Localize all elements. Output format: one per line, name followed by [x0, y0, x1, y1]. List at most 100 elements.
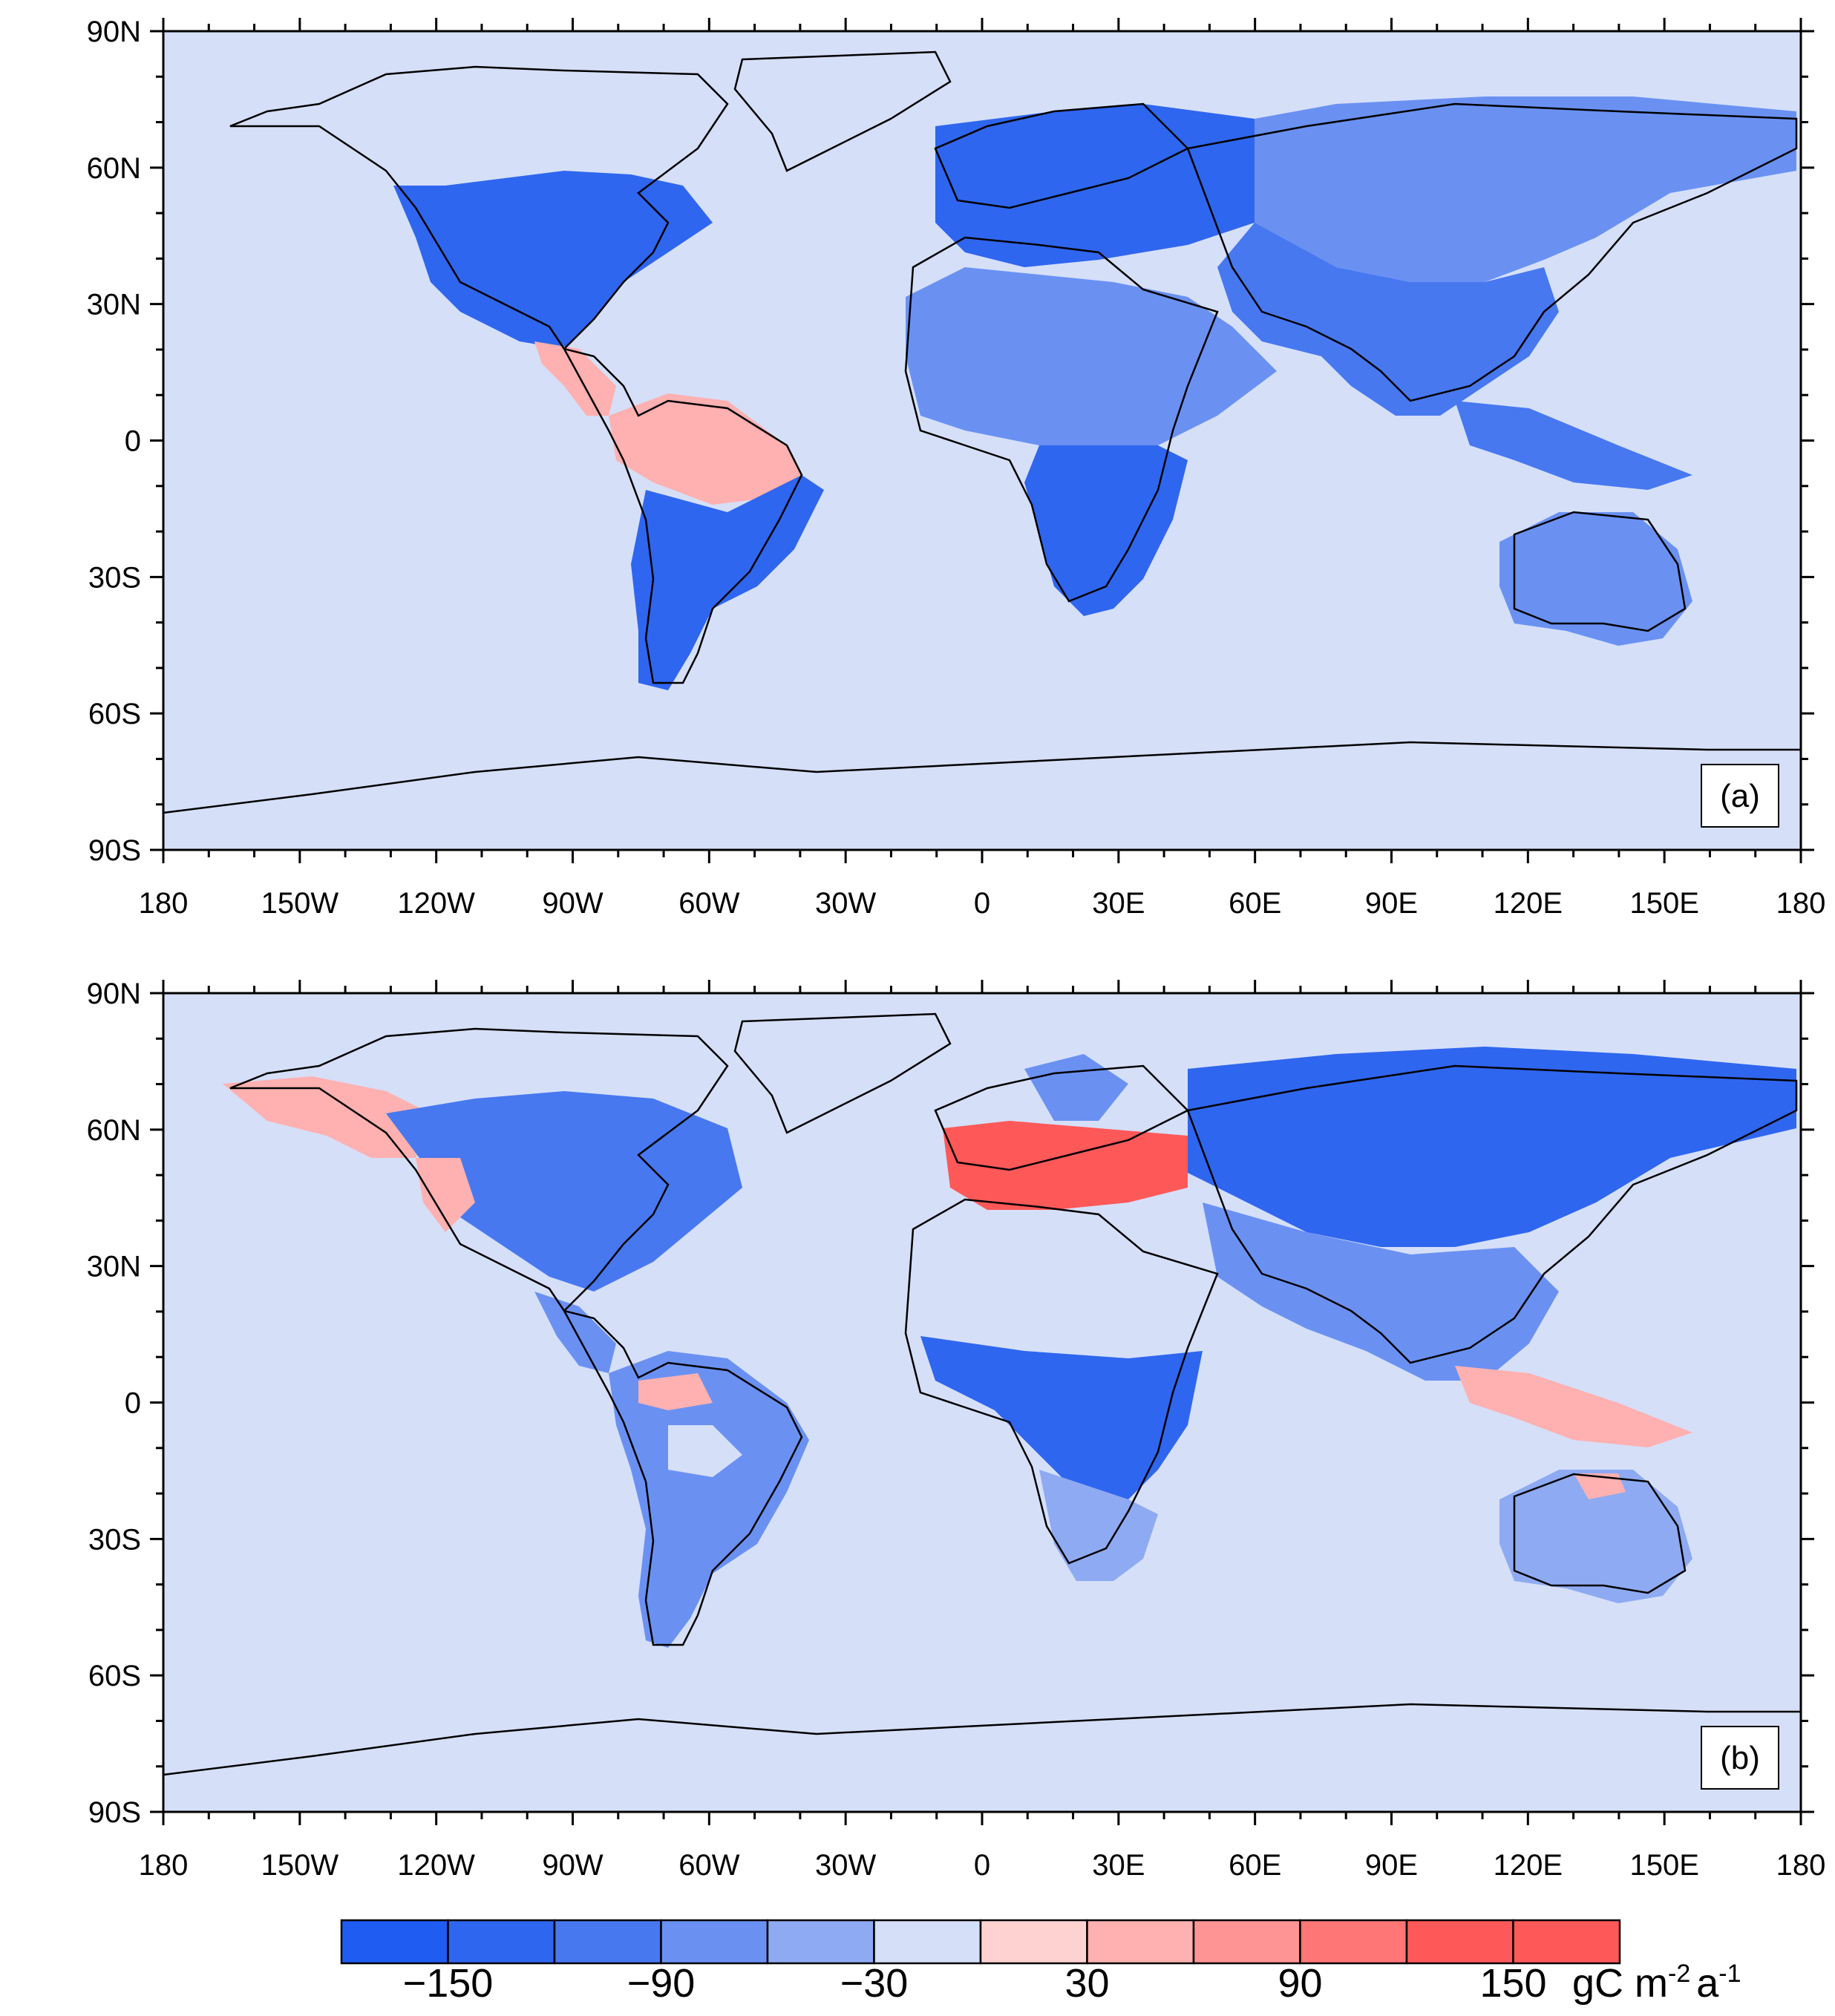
colorbar-box: [766, 1919, 875, 1965]
axis-a-lon-label: 90W: [542, 887, 603, 920]
panel-a-tag-text: (a): [1720, 778, 1760, 814]
colorbar-unit-mid: a: [1696, 1961, 1719, 2006]
colorbar: −150 −90 −30 30 90 150 gC m-2 a-1: [340, 1919, 1741, 2006]
map-a-region-central-asia: [1217, 223, 1559, 416]
colorbar-tick-label: 90: [1278, 1961, 1322, 2006]
map-b-region-indonesia: [1455, 1366, 1692, 1447]
colorbar-boxes: [340, 1919, 1621, 1965]
axis-b-lon-label: 30E: [1092, 1849, 1145, 1882]
axis-a-lat-label: 90N: [87, 16, 141, 48]
axis-a-lon-label: 150E: [1629, 887, 1698, 920]
axis-a-lat-label: 90S: [88, 834, 141, 867]
axis-a-lon-label: 30E: [1092, 887, 1145, 920]
map-a-region-south-america-south: [631, 475, 824, 690]
map-b-region-australia: [1499, 1470, 1692, 1603]
colorbar-tick-label: 30: [1064, 1961, 1109, 2006]
panel-b-tag-text: (b): [1720, 1740, 1760, 1776]
panel-b-tag: (b): [1701, 1726, 1779, 1790]
colorbar-box: [1512, 1919, 1621, 1965]
axis-b-lat-label: 30N: [87, 1251, 141, 1283]
map-b-region-australia-north-warm: [1574, 1473, 1626, 1499]
map-a-region-australia: [1499, 512, 1692, 646]
colorbar-unit: gC m-2 a-1: [1572, 1960, 1741, 2006]
map-a-region-north-america: [393, 171, 713, 349]
axis-b-lon-label: 30W: [815, 1849, 876, 1882]
axis-a-lon-label: 60E: [1229, 887, 1281, 920]
map-b-coastlines: [163, 1012, 1801, 1776]
axis-b-lat-label: 60S: [88, 1660, 141, 1692]
map-a-coastlines: [163, 50, 1801, 814]
axis-b-lon-label: 150W: [261, 1849, 339, 1882]
axis-a-lat-label: 60S: [88, 698, 141, 730]
colorbar-unit-exp2: -1: [1718, 1960, 1741, 1988]
map-b-region-siberia: [1188, 1047, 1796, 1247]
axis-b-lon-label: 60W: [678, 1849, 739, 1882]
axis-b-lon-label: 90E: [1365, 1849, 1418, 1882]
colorbar-box: [1405, 1919, 1514, 1965]
axis-b-lon-label: 150E: [1629, 1849, 1698, 1882]
map-panel-b: (b) 90N 60N 30N 0 30S 60S 90S 180 150W 120W 90W 60W…: [87, 978, 1826, 1882]
map-b-region-north-america: [386, 1091, 742, 1292]
axis-b-lon-label: 180: [1776, 1849, 1826, 1882]
axis-a-lon-label: 150W: [261, 887, 339, 920]
map-a-regions: [163, 50, 1801, 814]
axis-b-lon-label: 120E: [1494, 1849, 1563, 1882]
axis-b-lon-label: 90W: [542, 1849, 603, 1882]
axis-a-lat-label: 30N: [87, 289, 141, 321]
map-a-region-northern-eurasia: [1255, 96, 1796, 282]
axis-b-lat-label: 60N: [87, 1114, 141, 1147]
map-a-region-south-africa: [1024, 445, 1188, 616]
map-a-region-amazon: [609, 393, 802, 505]
map-b-region-central-africa: [920, 1336, 1203, 1499]
colorbar-box: [447, 1919, 556, 1965]
map-a-region-se-asia: [1455, 401, 1692, 490]
axis-b-lat-label: 30S: [88, 1523, 141, 1556]
colorbar-box: [660, 1919, 769, 1965]
colorbar-box: [979, 1919, 1088, 1965]
map-b-region-nw-america-warm: [416, 1158, 475, 1232]
colorbar-tick-label: 150: [1479, 1961, 1546, 2006]
axes-a: 90N 60N 30N 0 30S 60S 90S 180 150W 120W 90W 60W 30W 0…: [87, 16, 1826, 920]
panel-a-tag: (a): [1701, 764, 1779, 828]
axes-b: 90N 60N 30N 0 30S 60S 90S 180 150W 120W 90W 60W 30W 0…: [87, 978, 1826, 1882]
colorbar-unit-base: gC m: [1572, 1961, 1668, 2006]
map-b-region-europe-warm: [943, 1121, 1188, 1210]
map-b-region-amazon-warm: [638, 1373, 713, 1410]
map-b-region-brazil-patch: [668, 1425, 742, 1477]
axis-a-lon-label: 120E: [1494, 887, 1563, 920]
axis-b-lat-label: 90N: [87, 978, 141, 1010]
axis-b-lon-label: 0: [974, 1849, 990, 1882]
colorbar-unit-exp1: -2: [1668, 1960, 1690, 1988]
colorbar-tick-label: −90: [627, 1961, 696, 2006]
axis-a-lat-label: 60N: [87, 152, 141, 185]
axis-a-lon-label: 180: [139, 887, 189, 920]
map-b-region-alaska: [223, 1076, 431, 1158]
colorbar-box: [1299, 1919, 1408, 1965]
axis-b-lon-label: 120W: [397, 1849, 475, 1882]
axis-a-lon-label: 0: [974, 887, 990, 920]
colorbar-box: [873, 1919, 982, 1965]
axis-a-lat-label: 30S: [88, 561, 141, 594]
axis-a-lat-label: 0: [125, 425, 141, 458]
axis-b-lat-label: 90S: [88, 1796, 141, 1829]
colorbar-box: [1192, 1919, 1301, 1965]
map-b-region-scandinavia: [1024, 1054, 1128, 1121]
axis-a-lon-label: 120W: [397, 887, 475, 920]
map-b-region-southern-africa: [1039, 1470, 1158, 1581]
axis-a-lon-label: 180: [1776, 887, 1826, 920]
axis-b-lat-label: 0: [125, 1387, 141, 1420]
colorbar-tick-label: −150: [403, 1961, 494, 2006]
colorbar-labels: −150 −90 −30 30 90 150: [403, 1961, 1547, 2006]
axis-a-lon-label: 90E: [1365, 887, 1418, 920]
colorbar-box: [1086, 1919, 1195, 1965]
map-b-region-south-america: [609, 1351, 809, 1648]
map-b-region-central-asia: [1203, 1202, 1559, 1381]
map-panel-a: (a) 90N 60N 30N 0 30S 60S 90S 180 150W 120W 90W 60W…: [87, 16, 1826, 920]
axis-b-lon-label: 180: [139, 1849, 189, 1882]
axis-b-lon-label: 60E: [1229, 1849, 1281, 1882]
colorbar-box: [553, 1919, 662, 1965]
map-a-region-central-america: [534, 341, 616, 416]
axis-a-lon-label: 30W: [815, 887, 876, 920]
colorbar-tick-label: −30: [840, 1961, 909, 2006]
